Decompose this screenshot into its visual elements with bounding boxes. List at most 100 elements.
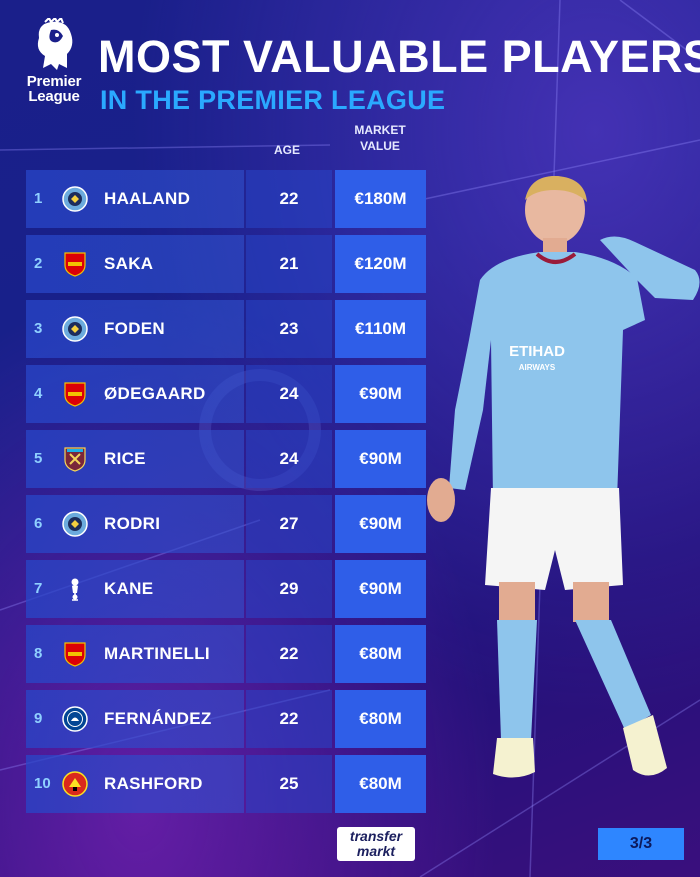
table-row: 3 FODEN 23 €110M	[26, 300, 426, 358]
player-photo: ETIHAD AIRWAYS	[427, 175, 700, 778]
player-age: 24	[279, 384, 299, 403]
market-value: €90M	[359, 514, 402, 533]
age-cell: 21	[246, 235, 332, 293]
rank: 3	[34, 320, 43, 337]
market-value: €120M	[354, 254, 407, 273]
value-cell: €180M	[335, 170, 426, 228]
logo-line-2: League	[28, 88, 80, 105]
age-cell: 27	[246, 495, 332, 553]
market-value: €80M	[359, 709, 402, 728]
player-age: 22	[279, 709, 299, 728]
age-cell: 25	[246, 755, 332, 813]
man-city-crest-icon	[62, 316, 88, 342]
table-row: 1 HAALAND 22 €180M	[26, 170, 426, 228]
player-name: RASHFORD	[104, 774, 203, 793]
value-cell: €80M	[335, 755, 426, 813]
rank: 7	[34, 580, 43, 597]
man-city-crest-icon	[62, 511, 88, 537]
market-value: €90M	[359, 579, 402, 598]
player-cell: 3 FODEN	[26, 300, 244, 358]
player-name: KANE	[104, 579, 154, 598]
lion-crest-icon	[37, 18, 73, 70]
table-row: 8 MARTINELLI 22 €80M	[26, 625, 426, 683]
player-age: 22	[279, 189, 299, 208]
chelsea-crest-icon	[62, 706, 88, 732]
market-value-line-1: MARKET	[354, 123, 406, 137]
column-header-age: AGE	[273, 143, 300, 157]
arsenal-crest-icon	[64, 382, 86, 407]
player-cell: 2 SAKA	[26, 235, 244, 293]
player-name: FERNÁNDEZ	[104, 709, 212, 728]
value-cell: €90M	[335, 430, 426, 488]
value-cell: €80M	[335, 625, 426, 683]
premier-league-logo: Premier League	[18, 18, 90, 118]
rank: 6	[34, 515, 43, 532]
age-cell: 23	[246, 300, 332, 358]
value-cell: €90M	[335, 365, 426, 423]
player-name: RICE	[104, 449, 146, 468]
age-cell: 29	[246, 560, 332, 618]
table-row: 10 RASHFORD 25 €80M	[26, 755, 426, 813]
shirt-sponsor-line-1: ETIHAD	[509, 343, 565, 360]
player-cell: 9 FERNÁNDEZ	[26, 690, 244, 748]
logo-line-1: Premier	[26, 73, 82, 90]
player-age: 27	[279, 514, 299, 533]
market-value: €180M	[354, 189, 407, 208]
column-header-market-value: MARKET VALUE	[334, 122, 426, 154]
brand-line-2: markt	[356, 843, 396, 859]
market-value: €80M	[359, 774, 402, 793]
market-value-line-2: VALUE	[360, 139, 400, 153]
player-cell: 7 KANE	[26, 560, 244, 618]
page-subtitle: IN THE PREMIER LEAGUE	[100, 85, 446, 115]
table-row: 9 FERNÁNDEZ 22 €80M	[26, 690, 426, 748]
player-age: 22	[279, 644, 299, 663]
player-cell: 5 RICE	[26, 430, 244, 488]
player-cell: 10 RASHFORD	[26, 755, 244, 813]
transfermarkt-logo: transfer markt	[337, 827, 415, 861]
value-cell: €90M	[335, 495, 426, 553]
rank: 4	[34, 385, 43, 402]
player-name: SAKA	[104, 254, 154, 273]
value-cell: €80M	[335, 690, 426, 748]
value-cell: €110M	[335, 300, 426, 358]
rank: 1	[34, 190, 43, 207]
player-name: ØDEGAARD	[104, 384, 206, 403]
arsenal-crest-icon	[64, 252, 86, 277]
age-cell: 24	[246, 430, 332, 488]
table-row: 5 RICE 24 €90M	[26, 430, 426, 488]
player-name: MARTINELLI	[104, 644, 210, 663]
age-cell: 22	[246, 170, 332, 228]
rank: 9	[34, 710, 43, 727]
player-name: HAALAND	[104, 189, 191, 208]
table-row: 2 SAKA 21 €120M	[26, 235, 426, 293]
table-row: 7 KANE 29 €90M	[26, 560, 426, 618]
age-cell: 22	[246, 625, 332, 683]
player-age: 25	[279, 774, 299, 793]
table-row: 4 ØDEGAARD 24 €90M	[26, 365, 426, 423]
player-cell: 6 RODRI	[26, 495, 244, 553]
player-name: RODRI	[104, 514, 161, 533]
player-age: 24	[279, 449, 299, 468]
west-ham-crest-icon	[64, 447, 86, 472]
age-cell: 24	[246, 365, 332, 423]
page-title: MOST VALUABLE PLAYERS	[98, 31, 700, 82]
player-age: 21	[279, 254, 299, 273]
page-indicator: 3/3	[598, 828, 684, 860]
market-value: €110M	[354, 319, 407, 338]
market-value: €90M	[359, 384, 402, 403]
rank: 8	[34, 645, 43, 662]
player-cell: 4 ØDEGAARD	[26, 365, 244, 423]
player-name: FODEN	[104, 319, 165, 338]
age-cell: 22	[246, 690, 332, 748]
player-age: 29	[279, 579, 299, 598]
shirt-sponsor-line-2: AIRWAYS	[519, 363, 556, 372]
market-value: €80M	[359, 644, 402, 663]
player-cell: 1 HAALAND	[26, 170, 244, 228]
man-united-crest-icon	[62, 771, 88, 797]
value-cell: €120M	[335, 235, 426, 293]
value-cell: €90M	[335, 560, 426, 618]
tottenham-cockerel-icon	[71, 578, 79, 601]
market-value: €90M	[359, 449, 402, 468]
rank: 10	[34, 775, 51, 792]
table-row: 6 RODRI 27 €90M	[26, 495, 426, 553]
